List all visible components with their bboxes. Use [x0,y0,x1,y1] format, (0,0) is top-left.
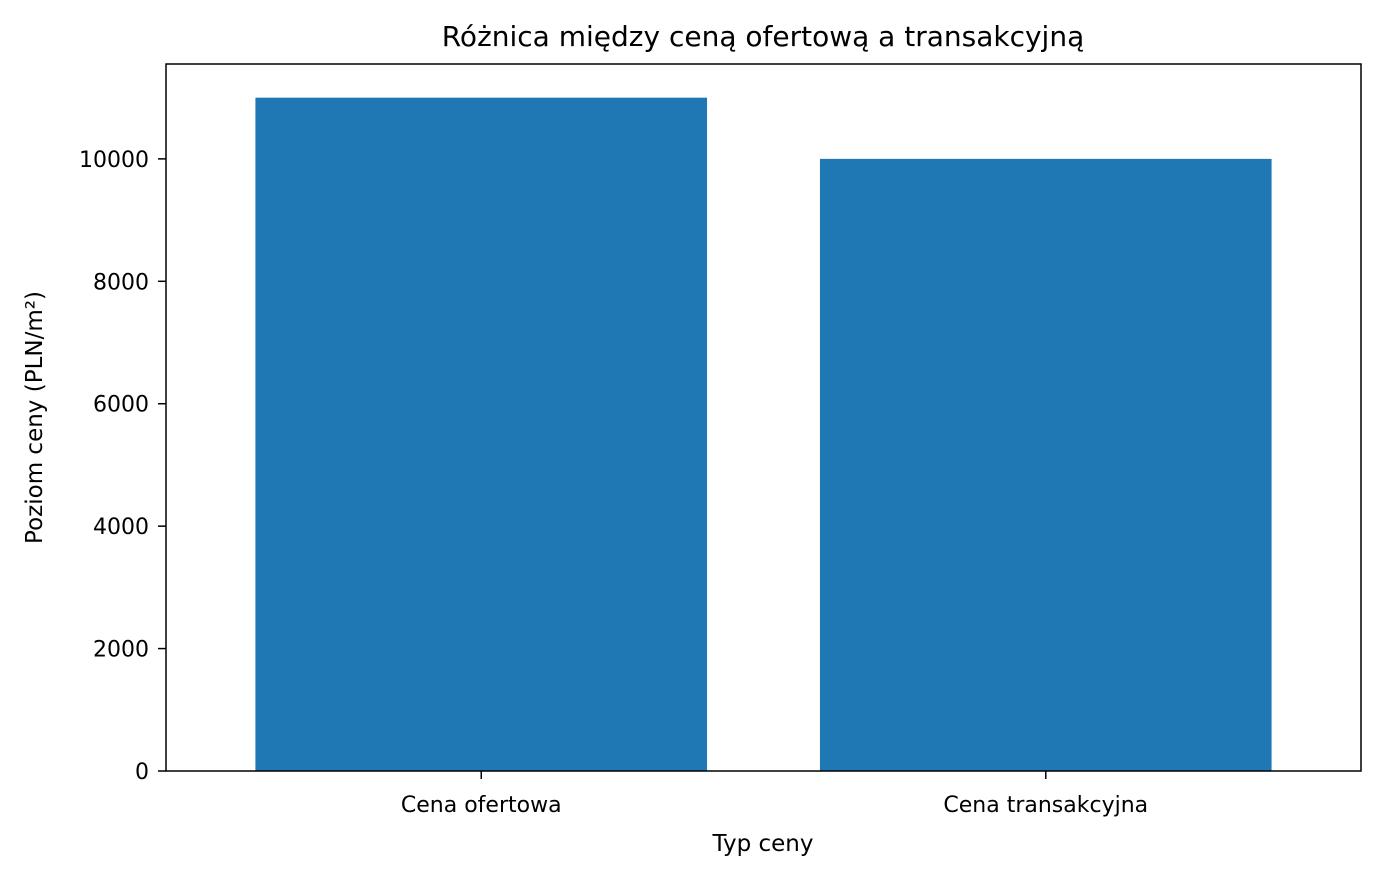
y-tick-label: 8000 [93,270,149,295]
y-tick-label: 0 [135,760,149,785]
y-tick-label: 6000 [93,393,149,418]
bar-cena-transakcyjna [819,158,1272,771]
plot-frame [165,63,1362,772]
x-tick-label: Cena transakcyjna [943,793,1148,818]
chart-title: Różnica między ceną ofertową a transakcy… [442,20,1085,53]
y-axis: 0 2000 4000 6000 8000 10000 [79,148,166,785]
y-tick-label: 4000 [93,515,149,540]
y-axis-label: Poziom ceny (PLN/m²) [22,291,48,544]
bars-layer [255,97,1272,771]
x-axis: Cena ofertowa Cena transakcyjna [401,771,1148,818]
y-tick-label: 2000 [93,638,149,663]
x-axis-label: Typ ceny [712,831,814,857]
y-tick-label: 10000 [79,148,149,173]
bar-cena-ofertowa [255,97,708,771]
x-tick-label: Cena ofertowa [401,793,562,818]
